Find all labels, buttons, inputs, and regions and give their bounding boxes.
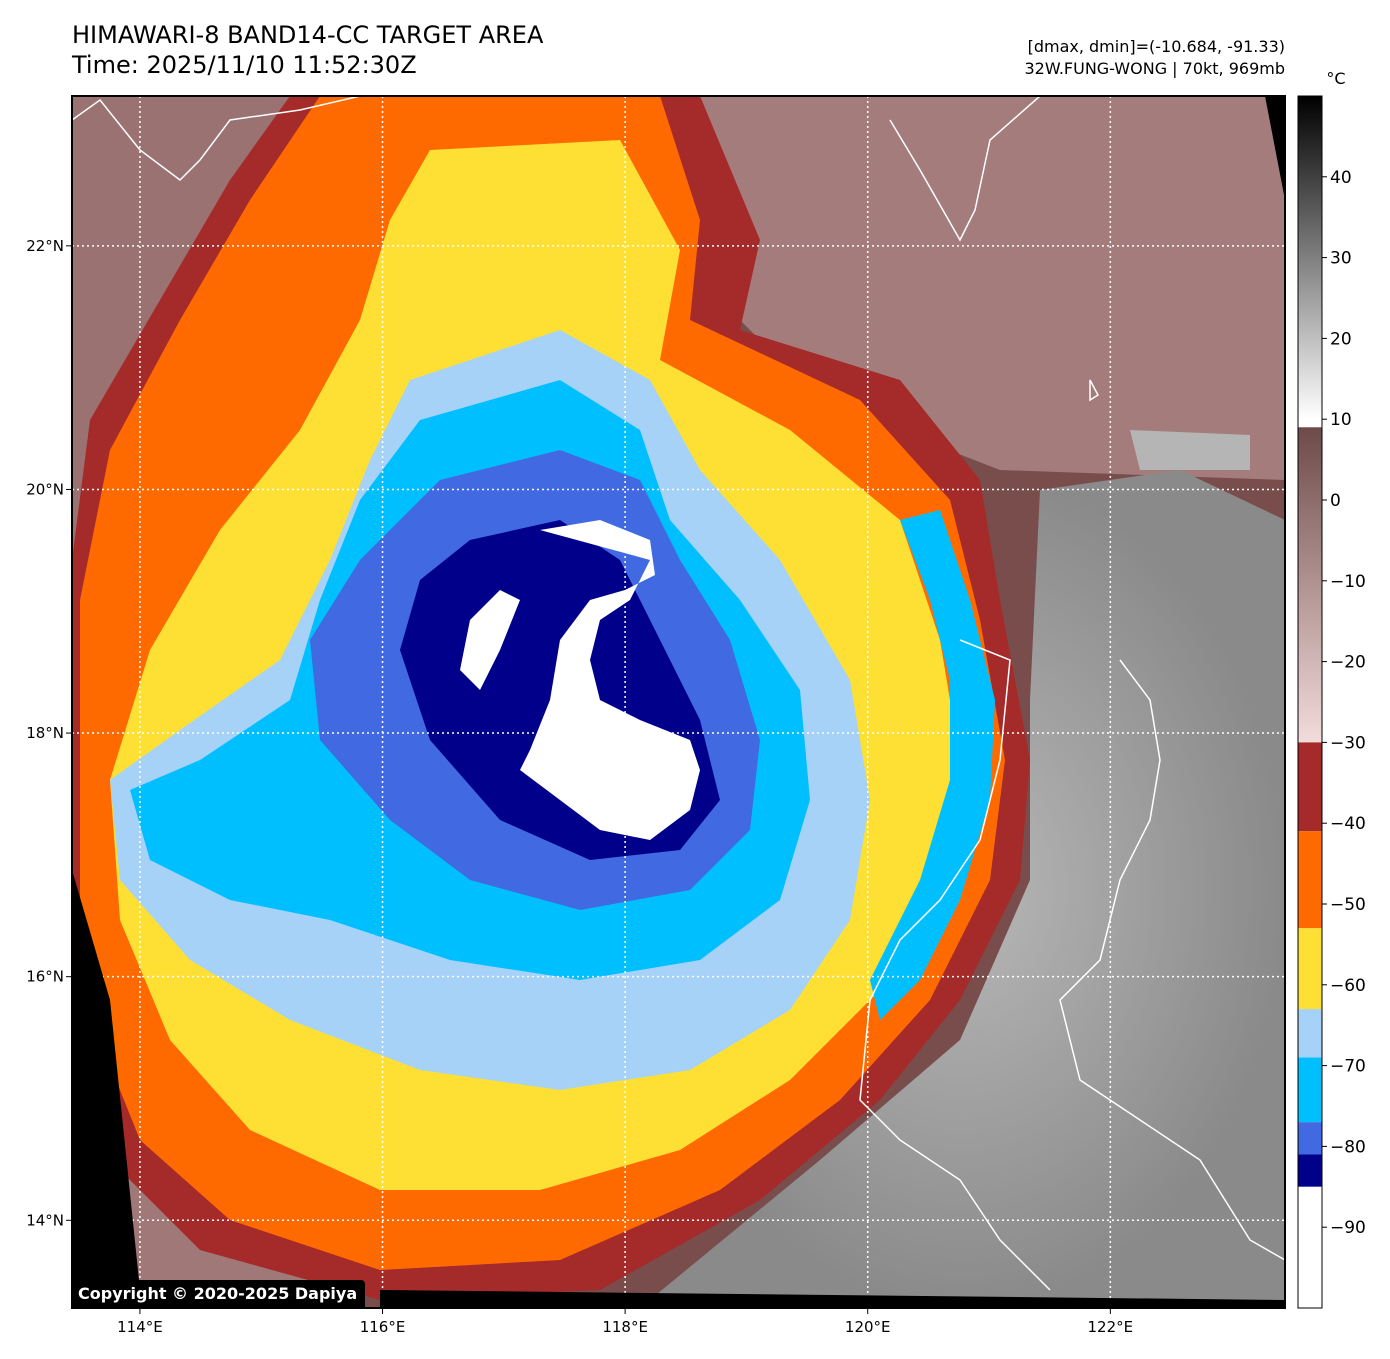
thin-cloud-northwest	[72, 96, 330, 560]
colorbar-band	[1298, 1009, 1322, 1058]
lat-tick-label: 14°N	[26, 1211, 64, 1229]
lon-tick-label: 120°E	[845, 1318, 891, 1336]
lat-tick-label: 18°N	[26, 724, 64, 742]
storm-info: 32W.FUNG-WONG | 70kt, 969mb	[1024, 59, 1285, 78]
no-data-west	[72, 870, 140, 1308]
taiwan-coastline	[889, 96, 1041, 242]
colorbar-tick-label: −70	[1330, 1057, 1366, 1077]
colorbar-frame	[1297, 95, 1323, 1309]
colorbar-tick-label: −50	[1330, 895, 1366, 915]
china-coastline	[72, 96, 361, 181]
map-frame	[71, 95, 1286, 1309]
colorbar-unit: °C	[1326, 69, 1345, 88]
lon-tick-label: 122°E	[1088, 1318, 1134, 1336]
colorbar-tick-label: 0	[1330, 491, 1341, 511]
colorbar-tick-label: 10	[1330, 410, 1352, 430]
lat-tick-label: 20°N	[26, 480, 64, 498]
lon-tick-label: 118°E	[602, 1318, 648, 1336]
island-outline	[1089, 379, 1099, 402]
colorbar-band	[1298, 1186, 1322, 1308]
colorbar-tick-label: −60	[1330, 976, 1366, 996]
lat-tick-label: 16°N	[26, 968, 64, 986]
no-data-south	[380, 1290, 1285, 1308]
colorbar-band	[1298, 1057, 1322, 1123]
colorbar-tick-label: 20	[1330, 329, 1352, 349]
colorbar: 40 30 20 10 0 −10 −20 −30 −40 −50 −60 −70 −80 −90 °C	[1297, 69, 1366, 1309]
latitude-ticks: 22°N 20°N 18°N 16°N 14°N	[26, 237, 72, 1229]
longitude-ticks: 114°E 116°E 118°E 120°E 122°E	[117, 1308, 1133, 1336]
colorbar-band	[1298, 831, 1322, 929]
chart-title: HIMAWARI-8 BAND14-CC TARGET AREA	[72, 21, 544, 49]
coldest-cloud-tops	[520, 520, 700, 840]
cloud-top-imagery	[72, 96, 1285, 1308]
colorbar-band	[1298, 427, 1322, 743]
clear-land-east	[640, 470, 1285, 1308]
colorbar-tick-label: −10	[1330, 572, 1366, 592]
colorbar-band	[1298, 1154, 1322, 1187]
copyright-label: Copyright © 2020-2025 Dapiya	[72, 1280, 366, 1308]
data-range: [dmax, dmin]=(-10.684, -91.33)	[1027, 37, 1285, 56]
lon-tick-label: 114°E	[117, 1318, 163, 1336]
colorbar-tick-label: −40	[1330, 814, 1366, 834]
no-data-northeast	[1265, 96, 1285, 200]
luzon-west-coastline	[859, 639, 1051, 1291]
colorbar-tick-label: 40	[1330, 168, 1352, 188]
colorbar-band	[1298, 928, 1322, 1010]
colorbar-tick-label: −30	[1330, 733, 1366, 753]
colorbar-band	[1298, 1122, 1322, 1155]
colorbar-tick-label: −90	[1330, 1218, 1366, 1238]
lon-tick-label: 116°E	[360, 1318, 406, 1336]
chart-time: Time: 2025/11/10 11:52:30Z	[72, 51, 417, 79]
colorbar-tick-label: −80	[1330, 1137, 1366, 1157]
colorbar-band	[1298, 96, 1322, 420]
colorbar-tick-label: −20	[1330, 653, 1366, 673]
east-convective-arc	[870, 510, 995, 1020]
cold-spot	[460, 590, 520, 690]
colorbar-bands	[1298, 96, 1322, 1308]
clear-patch	[1130, 430, 1250, 470]
lat-tick-label: 22°N	[26, 237, 64, 255]
colorbar-ticks: 40 30 20 10 0 −10 −20 −30 −40 −50 −60 −70 −80 −90	[1322, 168, 1366, 1238]
colorbar-tick-label: 30	[1330, 249, 1352, 269]
luzon-east-coastline	[1059, 659, 1285, 1261]
graticule	[72, 96, 1285, 1308]
colorbar-band	[1298, 742, 1322, 832]
